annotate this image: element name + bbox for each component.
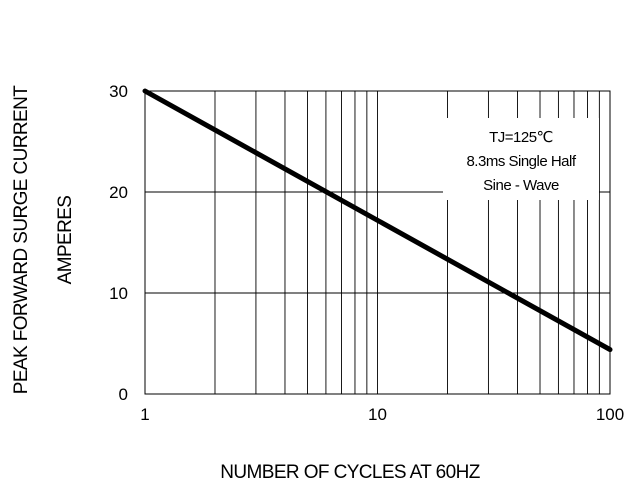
series-layer [142,88,613,353]
surge-current-line [142,88,613,353]
y-tick-label: 10 [109,284,128,303]
x-tick-label: 100 [596,405,624,424]
x-tick-label: 10 [368,405,387,424]
x-tick-label: 1 [140,405,149,424]
annotation-line-3: Sine - Wave [483,177,559,194]
annotation-box [443,118,599,200]
plot-frame [144,90,611,395]
y-axis-title-line-1: PEAK FORWARD SURGE CURRENT [11,85,32,394]
annotation-line-1: TJ=125℃ [489,129,553,146]
y-tick-label: 30 [109,82,128,101]
x-axis-title: NUMBER OF CYCLES AT 60HZ [220,462,480,483]
tick-labels: 1 10 100 0 10 20 30 [109,82,624,424]
y-axis-title-line-2: AMPERES [55,196,76,285]
annotation-line-2: 8.3ms Single Half [466,153,576,170]
y-tick-label: 0 [119,385,128,404]
y-tick-label: 20 [109,183,128,202]
